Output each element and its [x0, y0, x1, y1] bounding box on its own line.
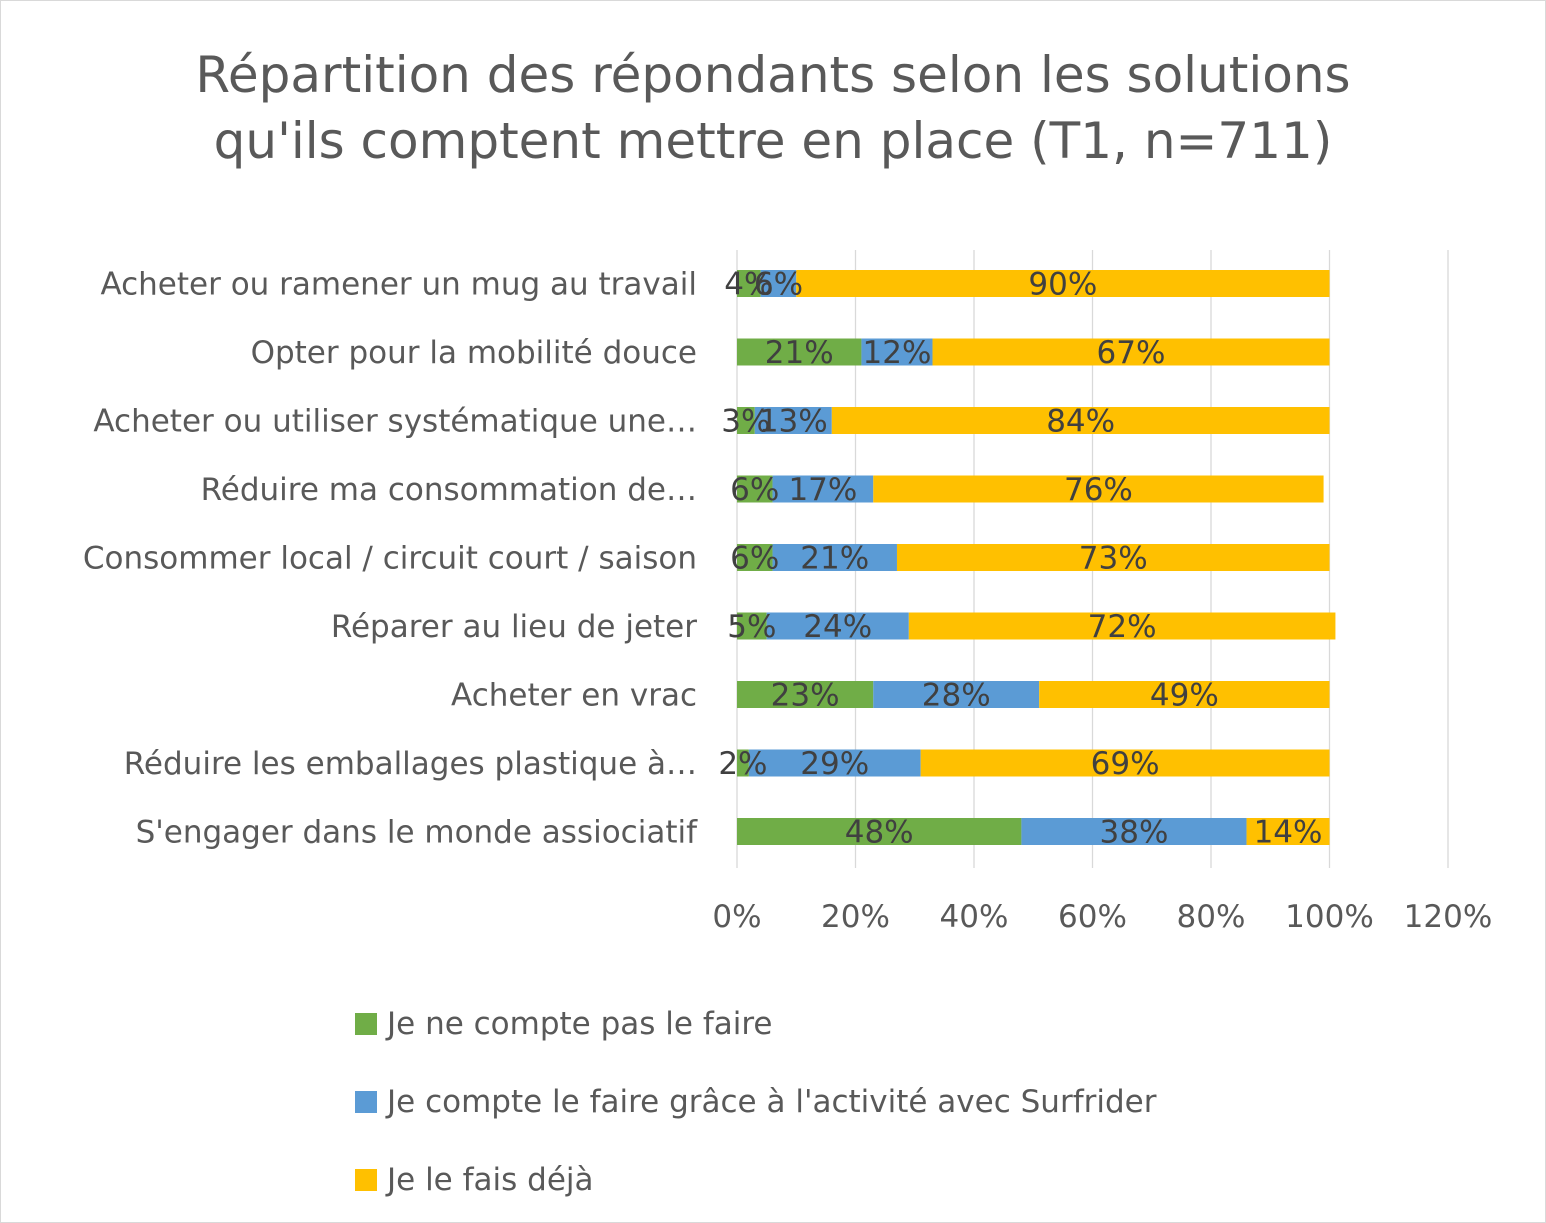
data-label: 6%: [730, 472, 779, 508]
data-label: 3%: [721, 404, 770, 440]
bar-segment: [748, 749, 921, 777]
category-label: Acheter en vrac: [451, 678, 697, 714]
bar-segment: [831, 407, 1330, 434]
x-tick-label: 120%: [1404, 899, 1493, 935]
bar-segment: [873, 475, 1324, 503]
data-label: 2%: [718, 746, 767, 782]
x-tick-label: 80%: [1177, 899, 1246, 935]
data-label: 49%: [1150, 678, 1219, 714]
data-label: 29%: [800, 746, 869, 782]
data-label: 24%: [803, 609, 872, 645]
legend-label: Je ne compte pas le faire: [387, 1006, 773, 1042]
legend-swatch-yellow: [355, 1169, 377, 1191]
bar-segment: [737, 544, 773, 571]
legend-swatch-green: [355, 1013, 377, 1035]
bar-segment: [861, 338, 933, 366]
data-label: 13%: [759, 404, 828, 440]
x-tick-label: 20%: [821, 899, 890, 935]
data-label: 21%: [765, 335, 834, 371]
data-label: 38%: [1100, 815, 1169, 851]
data-label: 12%: [863, 335, 932, 371]
category-label: Acheter ou ramener un mug au travail: [100, 267, 697, 303]
bar-segment: [772, 544, 897, 571]
bar-segment: [873, 681, 1040, 708]
x-tick-label: 40%: [940, 899, 1009, 935]
x-tick-label: 100%: [1285, 899, 1374, 935]
bar-segment: [737, 407, 755, 434]
data-label: 17%: [788, 472, 857, 508]
data-label: 14%: [1254, 815, 1323, 851]
category-label: S'engager dans le monde assiociatif: [136, 815, 699, 851]
legend-item-planned-surfrider: Je compte le faire grâce à l'activité av…: [355, 1063, 1156, 1141]
bar-segment: [754, 407, 832, 434]
legend-item-already-doing: Je le fais déjà: [355, 1141, 1156, 1219]
bar-segment: [1246, 818, 1330, 845]
bar-segment: [760, 270, 797, 297]
data-label: 5%: [727, 609, 776, 645]
legend-item-not-planned: Je ne compte pas le faire: [355, 985, 1156, 1063]
bar-segment: [737, 475, 773, 503]
category-label: Réduire les emballages plastique à…: [124, 746, 697, 782]
data-label: 48%: [845, 815, 914, 851]
bar-segment: [737, 681, 874, 708]
bar-segment: [1039, 681, 1330, 708]
data-label: 76%: [1064, 472, 1133, 508]
data-label: 28%: [922, 678, 991, 714]
chart-title-line-1: Répartition des répondants selon les sol…: [195, 46, 1351, 104]
data-labels: 4%6% 90%21% 12% 67%3%13% 84%6% 17% 76%6% 21% 73%…: [718, 267, 1322, 851]
bar-segment: [737, 338, 862, 366]
category-label: Acheter ou utiliser systématique une…: [93, 404, 697, 440]
chart-title-line-2: qu'ils comptent mettre en place (T1, n=7…: [213, 112, 1333, 170]
data-label: 23%: [771, 678, 840, 714]
category-label: Opter pour la mobilité douce: [251, 335, 697, 371]
bar-segment: [1021, 818, 1247, 845]
data-label: 84%: [1046, 404, 1115, 440]
data-label: 4%: [724, 267, 773, 303]
data-label: 6%: [730, 541, 779, 577]
bar-segment: [920, 749, 1330, 777]
legend-swatch-blue: [355, 1091, 377, 1113]
category-label: Réduire ma consommation de…: [201, 472, 697, 508]
x-tick-label: 60%: [1058, 899, 1127, 935]
legend: Je ne compte pas le faire Je compte le f…: [355, 985, 1156, 1219]
bars: [737, 270, 1336, 845]
data-label: 21%: [800, 541, 869, 577]
data-label: 90%: [1028, 267, 1097, 303]
category-labels: Acheter ou ramener un mug au travail Opte…: [83, 267, 698, 851]
bar-segment: [737, 612, 767, 640]
bar-segment: [772, 475, 874, 503]
bar-segment: [737, 818, 1022, 845]
bar-segment: [766, 612, 909, 640]
bar-segment: [796, 270, 1330, 297]
data-label: 73%: [1079, 541, 1148, 577]
chart-title: Répartition des répondants selon les sol…: [0, 42, 1546, 174]
legend-label: Je le fais déjà: [387, 1162, 594, 1198]
bar-segment: [737, 749, 749, 777]
data-label: 69%: [1091, 746, 1160, 782]
data-label: 72%: [1088, 609, 1157, 645]
legend-label: Je compte le faire grâce à l'activité av…: [387, 1084, 1157, 1120]
bar-segment: [896, 544, 1330, 571]
bar-segment: [737, 270, 761, 297]
category-label: Consommer local / circuit court / saison: [83, 541, 697, 577]
x-tick-labels: 0% 20% 40% 60% 80% 100% 120%: [712, 899, 1492, 935]
bar-segment: [932, 338, 1330, 366]
category-label: Réparer au lieu de jeter: [331, 609, 697, 645]
data-label: 67%: [1097, 335, 1166, 371]
bar-segment: [908, 612, 1336, 640]
data-label: 6%: [754, 267, 803, 303]
x-tick-label: 0%: [712, 899, 761, 935]
